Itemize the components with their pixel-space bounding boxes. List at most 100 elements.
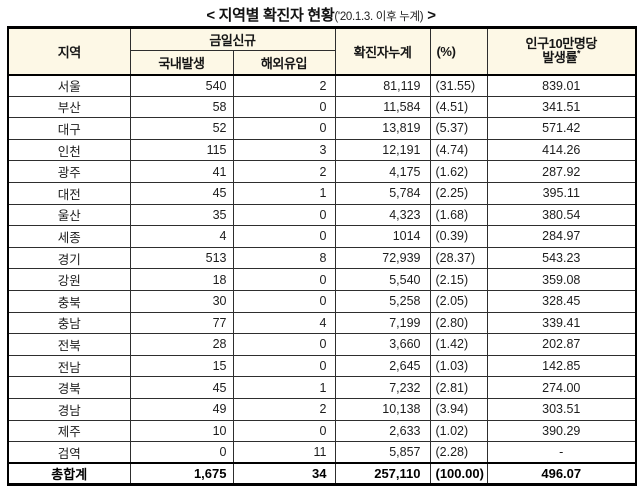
domestic-cases: 115 bbox=[129, 138, 234, 162]
imported-cases: 0 bbox=[232, 333, 336, 356]
header-imported: 해외유입 bbox=[232, 50, 336, 76]
imported-cases: 0 bbox=[232, 289, 336, 313]
title-close: > bbox=[423, 7, 436, 24]
region-name: 충남 bbox=[7, 311, 131, 335]
domestic-cases: 52 bbox=[129, 117, 234, 140]
percent-share: (2.81) bbox=[429, 376, 488, 399]
percent-share: (31.55) bbox=[429, 74, 488, 97]
cumulative-cases: 2,633 bbox=[334, 419, 431, 443]
imported-cases: 0 bbox=[232, 268, 336, 291]
region-name: 경북 bbox=[7, 376, 131, 399]
table-row: 강원 18 0 5,540 (2.15) 359.08 bbox=[7, 268, 637, 291]
header-region: 지역 bbox=[7, 27, 131, 76]
imported-cases: 3 bbox=[232, 138, 336, 162]
domestic-cases: 15 bbox=[129, 354, 234, 378]
table-row: 세종 4 0 1014 (0.39) 284.97 bbox=[7, 225, 637, 248]
cumulative-cases: 7,199 bbox=[334, 311, 431, 335]
percent-share: (0.39) bbox=[429, 225, 488, 248]
cumulative-cases: 10,138 bbox=[334, 397, 431, 421]
domestic-cases: 45 bbox=[129, 181, 234, 205]
rate-per-100k: 284.97 bbox=[486, 225, 637, 248]
header-percent: (%) bbox=[429, 27, 488, 76]
total-per100k: 496.07 bbox=[486, 462, 637, 486]
imported-cases: 0 bbox=[232, 419, 336, 443]
table-row: 울산 35 0 4,323 (1.68) 380.54 bbox=[7, 203, 637, 227]
rate-per-100k: 543.23 bbox=[486, 246, 637, 270]
table-header: 지역 금일신규 확진자누계 (%) 인구10만명당 발생률* 국내발생 해외유입 bbox=[7, 27, 637, 76]
cumulative-cases: 72,939 bbox=[334, 246, 431, 270]
rate-per-100k: 571.42 bbox=[486, 117, 637, 140]
domestic-cases: 18 bbox=[129, 268, 234, 291]
table-footer: 총합계 1,675 34 257,110 (100.00) 496.07 bbox=[7, 462, 637, 486]
page-title: < 지역별 확진자 현황('20.1.3. 이후 누계) > bbox=[0, 0, 642, 26]
imported-cases: 11 bbox=[232, 441, 336, 464]
table-row: 제주 10 0 2,633 (1.02) 390.29 bbox=[7, 419, 637, 443]
cumulative-cases: 2,645 bbox=[334, 354, 431, 378]
total-percent: (100.00) bbox=[429, 462, 488, 486]
rate-per-100k: 390.29 bbox=[486, 419, 637, 443]
region-name: 강원 bbox=[7, 268, 131, 291]
rate-per-100k: 274.00 bbox=[486, 376, 637, 399]
percent-share: (2.28) bbox=[429, 441, 488, 464]
imported-cases: 0 bbox=[232, 203, 336, 227]
domestic-cases: 28 bbox=[129, 333, 234, 356]
percent-share: (1.03) bbox=[429, 354, 488, 378]
table-row: 경남 49 2 10,138 (3.94) 303.51 bbox=[7, 397, 637, 421]
imported-cases: 0 bbox=[232, 225, 336, 248]
percent-share: (2.15) bbox=[429, 268, 488, 291]
table-row: 광주 41 2 4,175 (1.62) 287.92 bbox=[7, 160, 637, 183]
table-row: 대구 52 0 13,819 (5.37) 571.42 bbox=[7, 117, 637, 140]
title-main: < 지역별 확진자 현황 bbox=[206, 7, 335, 24]
rate-per-100k: 414.26 bbox=[486, 138, 637, 162]
imported-cases: 2 bbox=[232, 74, 336, 97]
header-per100k: 인구10만명당 발생률* bbox=[486, 27, 637, 76]
domestic-cases: 58 bbox=[129, 95, 234, 119]
cumulative-cases: 5,540 bbox=[334, 268, 431, 291]
table-row: 전남 15 0 2,645 (1.03) 142.85 bbox=[7, 354, 637, 378]
table-row: 전북 28 0 3,660 (1.42) 202.87 bbox=[7, 333, 637, 356]
rate-per-100k: 142.85 bbox=[486, 354, 637, 378]
rate-per-100k: 287.92 bbox=[486, 160, 637, 183]
region-cases-table: 지역 금일신규 확진자누계 (%) 인구10만명당 발생률* 국내발생 해외유입… bbox=[7, 26, 637, 487]
percent-share: (1.62) bbox=[429, 160, 488, 183]
domestic-cases: 35 bbox=[129, 203, 234, 227]
imported-cases: 0 bbox=[232, 117, 336, 140]
domestic-cases: 0 bbox=[129, 441, 234, 464]
region-name: 세종 bbox=[7, 225, 131, 248]
percent-share: (4.51) bbox=[429, 95, 488, 119]
region-name: 전북 bbox=[7, 333, 131, 356]
table-body: 서울 540 2 81,119 (31.55) 839.01 부산 58 0 1… bbox=[7, 74, 637, 464]
percent-share: (2.80) bbox=[429, 311, 488, 335]
domestic-cases: 4 bbox=[129, 225, 234, 248]
region-name: 검역 bbox=[7, 441, 131, 464]
table-row: 부산 58 0 11,584 (4.51) 341.51 bbox=[7, 95, 637, 119]
imported-cases: 0 bbox=[232, 95, 336, 119]
table-row: 경기 513 8 72,939 (28.37) 543.23 bbox=[7, 246, 637, 270]
cumulative-cases: 5,857 bbox=[334, 441, 431, 464]
region-name: 울산 bbox=[7, 203, 131, 227]
domestic-cases: 45 bbox=[129, 376, 234, 399]
region-name: 인천 bbox=[7, 138, 131, 162]
cumulative-cases: 7,232 bbox=[334, 376, 431, 399]
domestic-cases: 10 bbox=[129, 419, 234, 443]
cumulative-cases: 5,258 bbox=[334, 289, 431, 313]
imported-cases: 2 bbox=[232, 397, 336, 421]
table-row: 충남 77 4 7,199 (2.80) 339.41 bbox=[7, 311, 637, 335]
percent-share: (3.94) bbox=[429, 397, 488, 421]
rate-per-100k: 359.08 bbox=[486, 268, 637, 291]
table-row: 경북 45 1 7,232 (2.81) 274.00 bbox=[7, 376, 637, 399]
percent-share: (1.02) bbox=[429, 419, 488, 443]
imported-cases: 1 bbox=[232, 376, 336, 399]
cumulative-cases: 3,660 bbox=[334, 333, 431, 356]
domestic-cases: 49 bbox=[129, 397, 234, 421]
region-name: 제주 bbox=[7, 419, 131, 443]
total-region-label: 총합계 bbox=[7, 462, 131, 486]
region-name: 경남 bbox=[7, 397, 131, 421]
cumulative-cases: 81,119 bbox=[334, 74, 431, 97]
table-row: 검역 0 11 5,857 (2.28) - bbox=[7, 441, 637, 464]
percent-share: (1.42) bbox=[429, 333, 488, 356]
domestic-cases: 30 bbox=[129, 289, 234, 313]
percent-share: (2.25) bbox=[429, 181, 488, 205]
rate-per-100k: - bbox=[486, 441, 637, 464]
